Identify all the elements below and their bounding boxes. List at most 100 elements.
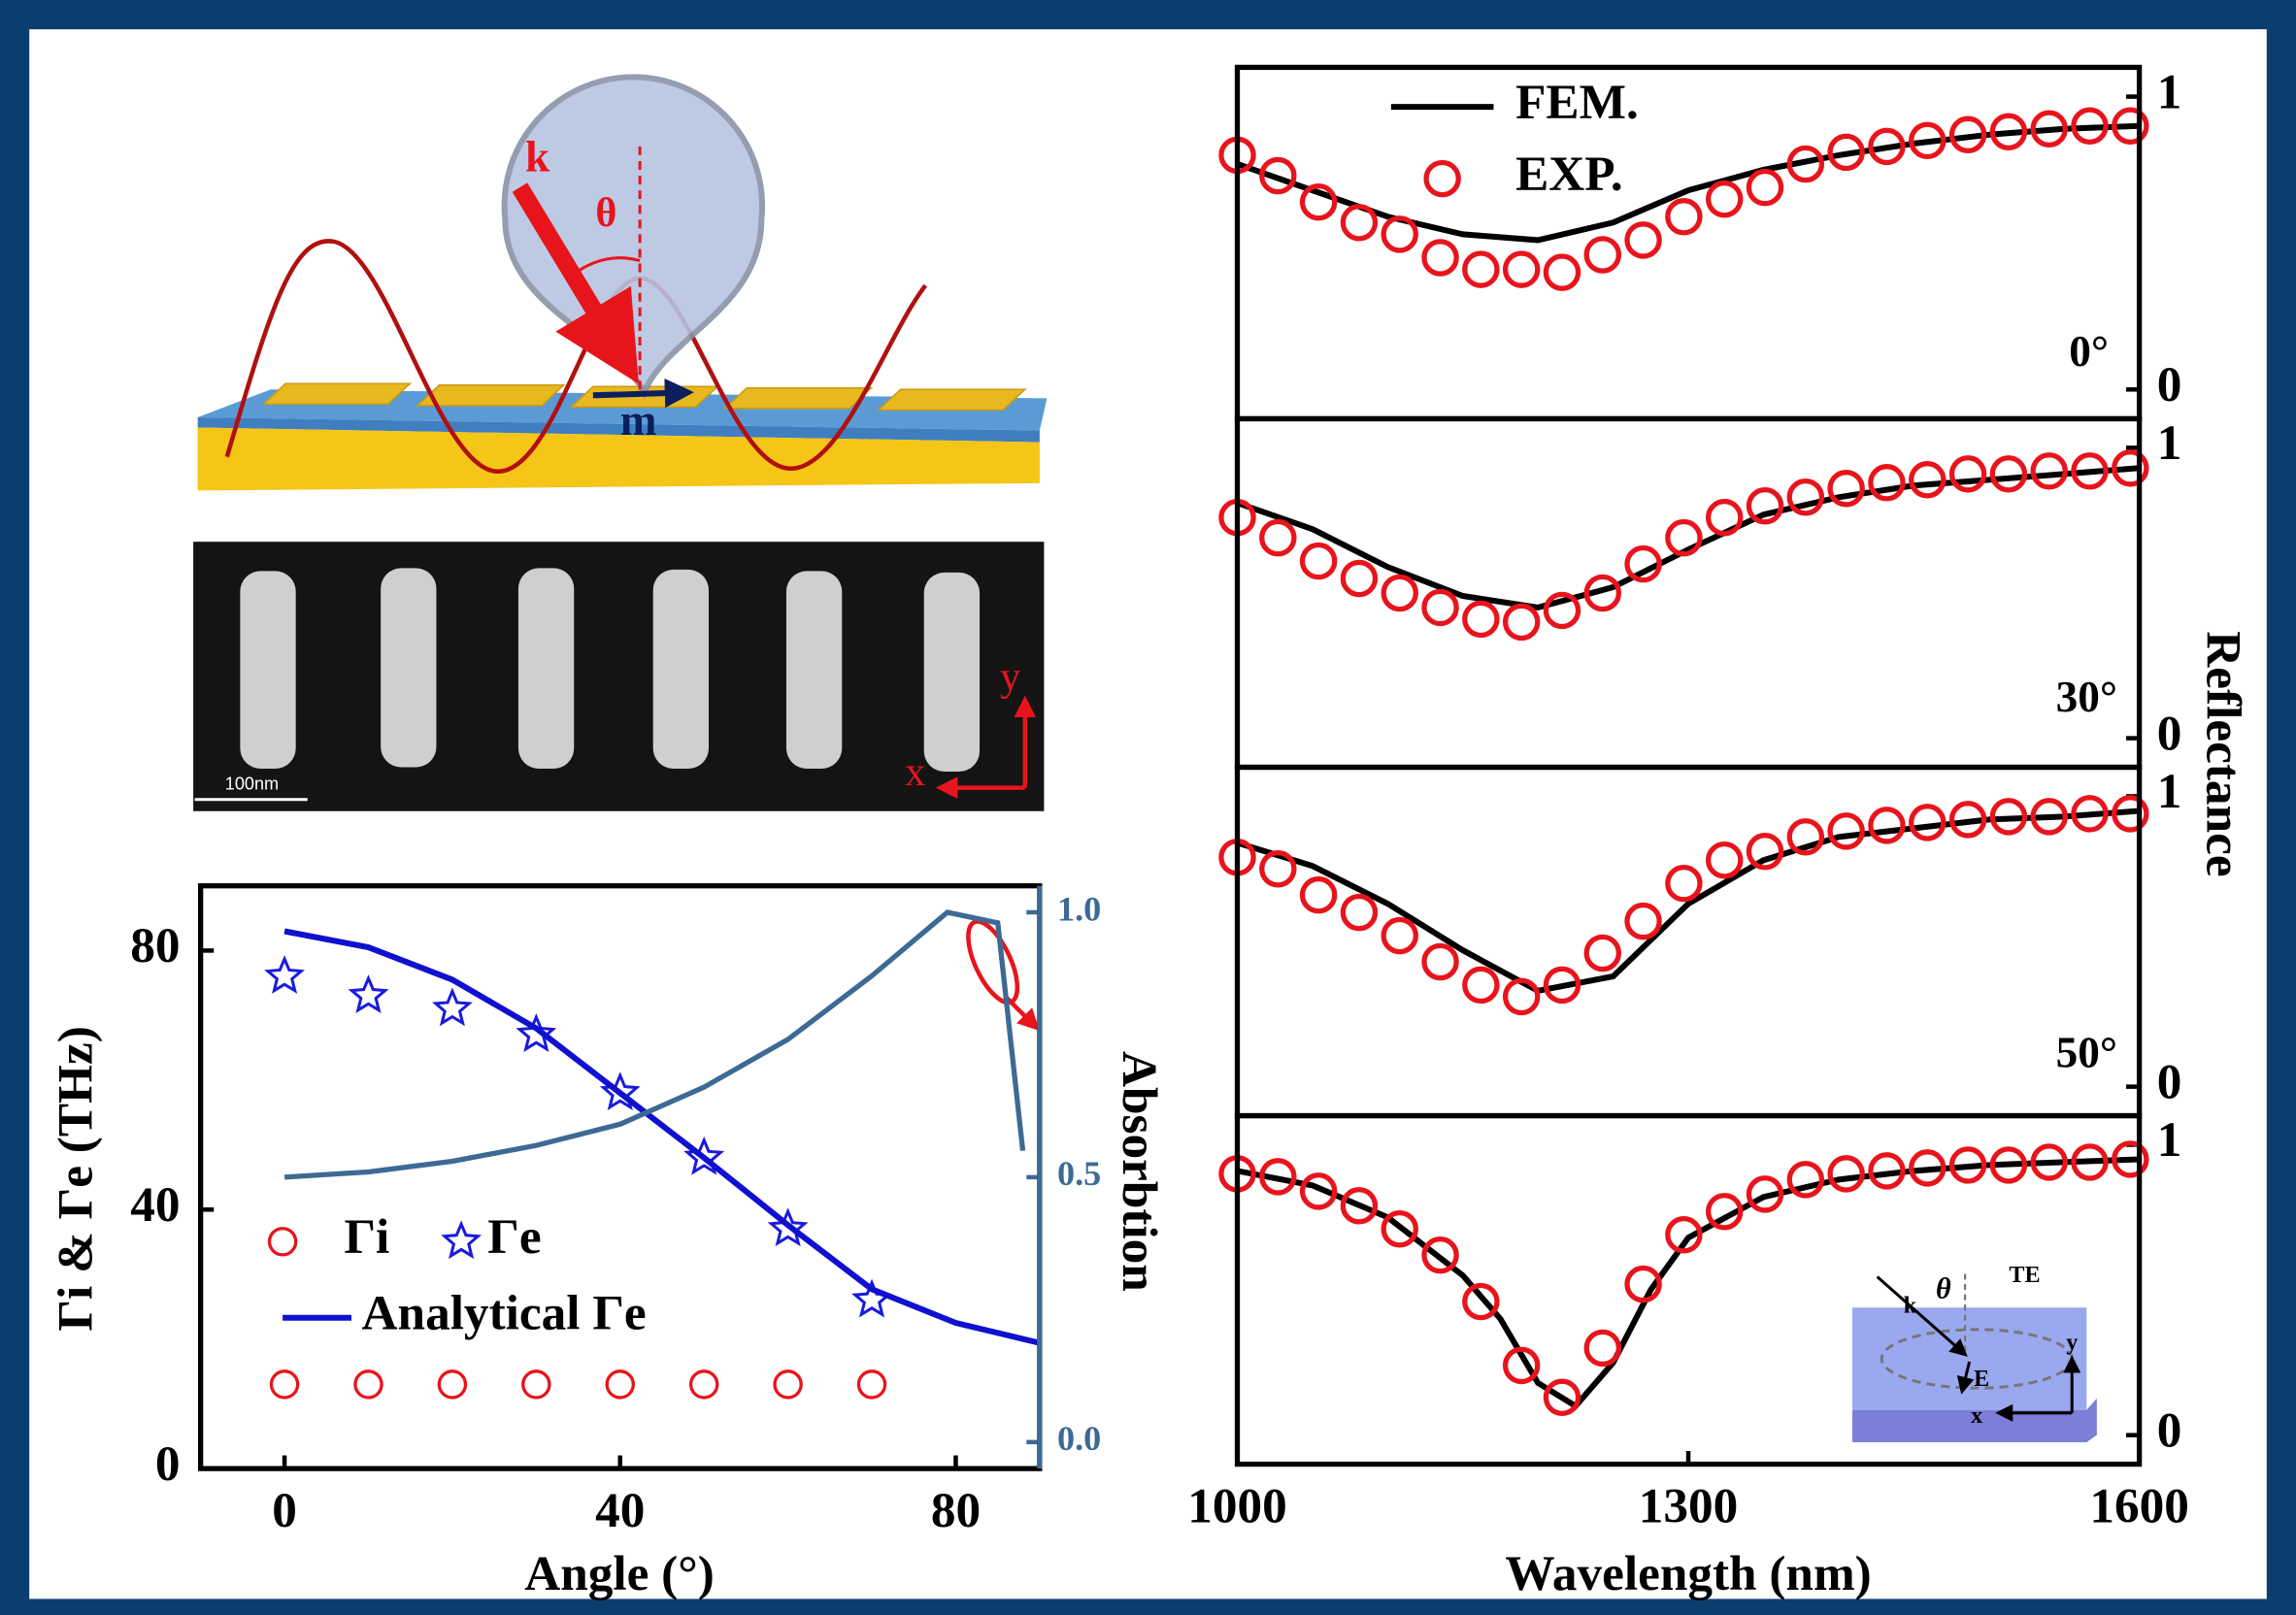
circle-marker bbox=[1340, 559, 1379, 598]
circle-marker bbox=[1909, 121, 1947, 160]
x-axis-title: Wavelength (nm) bbox=[1505, 1546, 1871, 1601]
x-tick-label: 1300 bbox=[1639, 1479, 1739, 1534]
circle-marker bbox=[1705, 1193, 1744, 1231]
legend-label: Γi bbox=[344, 1209, 389, 1265]
circle-marker bbox=[856, 1369, 887, 1400]
circle-marker bbox=[1989, 455, 2028, 493]
circle-marker bbox=[1259, 156, 1297, 195]
circle-marker bbox=[1462, 250, 1500, 288]
circle-marker bbox=[605, 1369, 635, 1400]
circle-marker bbox=[1259, 850, 1297, 888]
circle-marker bbox=[1624, 544, 1662, 583]
circle-marker bbox=[2030, 452, 2068, 490]
circle-marker bbox=[2112, 1140, 2149, 1178]
circle-marker bbox=[1421, 942, 1459, 981]
circle-marker bbox=[2030, 110, 2068, 148]
circle-marker bbox=[1827, 470, 1865, 508]
circle-marker bbox=[1624, 221, 1662, 259]
circle-marker bbox=[1786, 818, 1825, 856]
series-line bbox=[1236, 122, 2140, 244]
x-tick-label: 40 bbox=[595, 1483, 645, 1538]
circle-marker bbox=[1665, 518, 1703, 557]
circle-marker bbox=[2112, 795, 2149, 833]
series-line bbox=[1236, 808, 2140, 995]
circle-marker bbox=[1868, 127, 1906, 166]
y-tick-label: 1 bbox=[2157, 764, 2182, 819]
circle-marker bbox=[1381, 215, 1418, 253]
circle-marker bbox=[1989, 1146, 2028, 1184]
circle-marker bbox=[1543, 253, 1581, 291]
legend-label: Γe bbox=[487, 1209, 541, 1265]
circle-marker bbox=[2112, 107, 2149, 145]
circle-marker bbox=[2112, 449, 2149, 487]
circle-marker bbox=[2071, 452, 2109, 490]
circle-marker bbox=[1989, 798, 2028, 836]
legend-swatch bbox=[1423, 159, 1461, 198]
circle-marker bbox=[1746, 1175, 1784, 1213]
series-line bbox=[283, 928, 1041, 1346]
axis-label: y bbox=[1000, 654, 1020, 700]
legend-label: FEM. bbox=[1515, 75, 1639, 130]
circle-marker bbox=[1746, 486, 1784, 525]
x-tick-label: 1000 bbox=[1187, 1479, 1287, 1534]
label: k bbox=[525, 132, 550, 181]
circle-marker bbox=[1868, 807, 1906, 844]
legend-label: EXP. bbox=[1515, 147, 1623, 202]
circle-marker bbox=[1583, 574, 1622, 612]
series-line bbox=[283, 909, 1026, 1180]
series-line bbox=[1236, 465, 2140, 611]
angle-label: 30° bbox=[2056, 673, 2117, 721]
circle-marker bbox=[1705, 180, 1744, 218]
circle-marker bbox=[1948, 115, 1987, 154]
y-tick-label: 40 bbox=[130, 1177, 180, 1233]
star-marker bbox=[264, 955, 305, 994]
circle-marker bbox=[1948, 455, 1987, 493]
dielectric-front bbox=[197, 416, 1040, 443]
circle-marker bbox=[1786, 1161, 1825, 1199]
circle-marker bbox=[2071, 795, 2109, 833]
star-marker bbox=[599, 1071, 641, 1111]
x-tick-label: 80 bbox=[931, 1483, 981, 1538]
label: θ bbox=[595, 190, 616, 236]
circle-marker bbox=[1502, 603, 1541, 642]
y-axis-title: Γi & Γe (THz) bbox=[49, 1026, 104, 1331]
circle-marker bbox=[1583, 236, 1622, 274]
circle-marker bbox=[1421, 239, 1459, 277]
star-marker bbox=[683, 1136, 725, 1175]
circle-marker bbox=[1543, 966, 1581, 1005]
inset-label: TE bbox=[2009, 1262, 2040, 1288]
circle-marker bbox=[1989, 113, 2028, 151]
circle-marker bbox=[1381, 1210, 1418, 1248]
inset-label: y bbox=[2066, 1329, 2078, 1355]
inset-label: x bbox=[1971, 1402, 1982, 1429]
circle-marker bbox=[1462, 1282, 1500, 1321]
circle-marker bbox=[688, 1369, 719, 1400]
circle-marker bbox=[1381, 574, 1418, 612]
circle-marker bbox=[1340, 204, 1379, 242]
circle-marker bbox=[1786, 145, 1825, 183]
circle-marker bbox=[1299, 1172, 1338, 1210]
legend-label: Analytical Γe bbox=[362, 1286, 647, 1341]
circle-marker bbox=[1299, 182, 1338, 221]
angle-arc bbox=[577, 256, 641, 273]
y-tick-label: 0 bbox=[2157, 1402, 2182, 1458]
circle-marker bbox=[1948, 1146, 1987, 1184]
y-tick-label: 1 bbox=[2157, 64, 2182, 119]
circle-marker bbox=[2071, 107, 2109, 145]
circle-marker bbox=[269, 1369, 300, 1400]
circle-marker bbox=[1948, 801, 1987, 839]
axis-label: x bbox=[905, 749, 925, 795]
circle-marker bbox=[1705, 498, 1744, 537]
sem-image: 100nm y x bbox=[193, 542, 1045, 811]
scale-bar: 100nm bbox=[225, 774, 279, 793]
circle-marker bbox=[1583, 934, 1622, 972]
circle-marker bbox=[1421, 588, 1459, 627]
m-arrow bbox=[592, 378, 694, 409]
angle-label: 50° bbox=[2056, 1029, 2117, 1077]
circle-marker bbox=[1827, 133, 1865, 172]
circle-marker bbox=[1665, 198, 1703, 236]
y2-tick-label: 0.5 bbox=[1057, 1154, 1101, 1193]
circle-marker bbox=[1746, 168, 1784, 207]
